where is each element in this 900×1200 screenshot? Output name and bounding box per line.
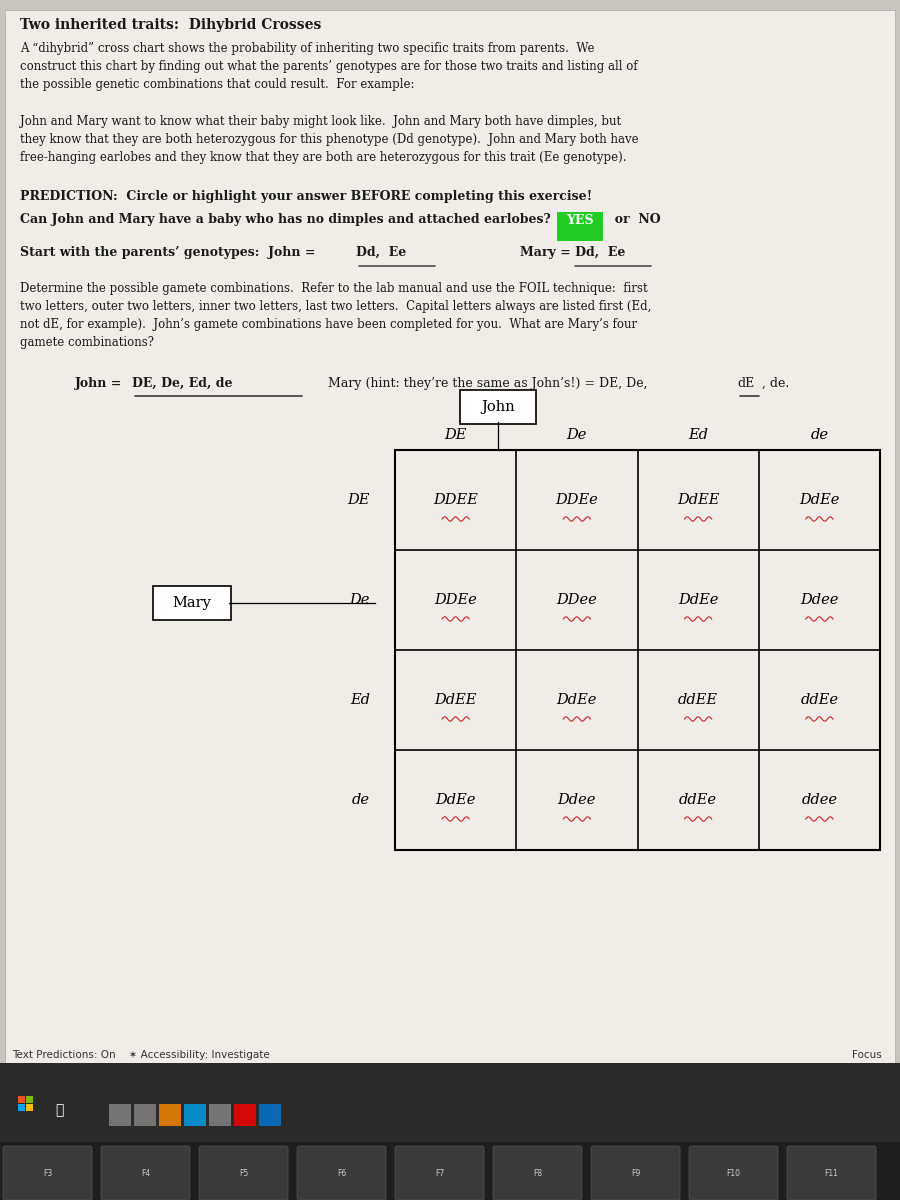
FancyBboxPatch shape: [26, 1104, 33, 1111]
Text: Dd,  Ee: Dd, Ee: [356, 246, 406, 259]
Text: DdEE: DdEE: [677, 493, 719, 506]
Text: F4: F4: [141, 1169, 150, 1177]
Text: YES: YES: [566, 214, 594, 227]
Text: Ed: Ed: [350, 692, 370, 707]
FancyBboxPatch shape: [259, 1104, 281, 1126]
Text: ddee: ddee: [801, 793, 837, 806]
Text: Can John and Mary have a baby who has no dimples and attached earlobes?: Can John and Mary have a baby who has no…: [20, 214, 560, 226]
Text: John =: John =: [75, 377, 122, 390]
FancyBboxPatch shape: [26, 1096, 33, 1103]
Text: DDee: DDee: [556, 593, 598, 607]
FancyBboxPatch shape: [109, 1104, 131, 1126]
FancyBboxPatch shape: [234, 1104, 256, 1126]
FancyBboxPatch shape: [101, 1146, 190, 1200]
FancyBboxPatch shape: [3, 1146, 92, 1200]
Text: F8: F8: [533, 1169, 542, 1177]
Text: F9: F9: [631, 1169, 640, 1177]
Text: F10: F10: [726, 1169, 741, 1177]
Text: DE: DE: [445, 428, 467, 442]
Text: PREDICTION:  Circle or highlight your answer BEFORE completing this exercise!: PREDICTION: Circle or highlight your ans…: [20, 190, 592, 203]
Text: DDEE: DDEE: [433, 493, 478, 506]
Text: Text Predictions: On    ✶ Accessibility: Investigate: Text Predictions: On ✶ Accessibility: In…: [12, 1050, 270, 1060]
Text: ddEe: ddEe: [680, 793, 717, 806]
Text: John: John: [482, 400, 515, 414]
Text: A “dihybrid” cross chart shows the probability of inheriting two specific traits: A “dihybrid” cross chart shows the proba…: [20, 42, 637, 91]
Text: Mary: Mary: [173, 596, 212, 610]
Text: , de.: , de.: [762, 377, 789, 390]
Text: F3: F3: [43, 1169, 52, 1177]
Text: Determine the possible gamete combinations.  Refer to the lab manual and use the: Determine the possible gamete combinatio…: [20, 282, 652, 349]
FancyBboxPatch shape: [5, 10, 895, 1066]
Text: DdEe: DdEe: [436, 793, 476, 806]
FancyBboxPatch shape: [153, 586, 231, 620]
FancyBboxPatch shape: [591, 1146, 680, 1200]
FancyBboxPatch shape: [0, 1142, 900, 1200]
Text: F6: F6: [337, 1169, 347, 1177]
FancyBboxPatch shape: [493, 1146, 582, 1200]
Text: Ddee: Ddee: [558, 793, 596, 806]
Text: Mary (hint: they’re the same as John’s!) = DE, De,: Mary (hint: they’re the same as John’s!)…: [328, 377, 652, 390]
Text: F11: F11: [824, 1169, 839, 1177]
Text: dE: dE: [737, 377, 754, 390]
Text: DE, De, Ed, de: DE, De, Ed, de: [132, 377, 232, 390]
Text: John and Mary want to know what their baby might look like.  John and Mary both : John and Mary want to know what their ba…: [20, 115, 639, 164]
Text: ddEe: ddEe: [800, 692, 839, 707]
Text: De: De: [567, 428, 587, 442]
FancyBboxPatch shape: [395, 1146, 484, 1200]
Text: DDEe: DDEe: [555, 493, 598, 506]
FancyBboxPatch shape: [184, 1104, 206, 1126]
Text: F7: F7: [435, 1169, 444, 1177]
Text: DdEe: DdEe: [799, 493, 840, 506]
Text: Mary = Dd,  Ee: Mary = Dd, Ee: [520, 246, 625, 259]
Text: Start with the parents’ genotypes:  John =: Start with the parents’ genotypes: John …: [20, 246, 320, 259]
Text: or  NO: or NO: [606, 214, 661, 226]
Text: ⌕: ⌕: [55, 1103, 63, 1117]
Text: DdEe: DdEe: [557, 692, 597, 707]
Text: DdEE: DdEE: [435, 692, 477, 707]
Text: De: De: [349, 593, 370, 607]
Text: Ddee: Ddee: [800, 593, 839, 607]
Text: DdEe: DdEe: [678, 593, 718, 607]
FancyBboxPatch shape: [18, 1104, 25, 1111]
FancyBboxPatch shape: [159, 1104, 181, 1126]
Text: Two inherited traits:  Dihybrid Crosses: Two inherited traits: Dihybrid Crosses: [20, 18, 321, 32]
Text: F5: F5: [238, 1169, 248, 1177]
Text: de: de: [352, 793, 370, 806]
FancyBboxPatch shape: [199, 1146, 288, 1200]
FancyBboxPatch shape: [460, 390, 536, 424]
FancyBboxPatch shape: [209, 1104, 231, 1126]
Text: Ed: Ed: [688, 428, 708, 442]
Text: de: de: [810, 428, 828, 442]
FancyBboxPatch shape: [0, 1063, 900, 1145]
Text: ddEE: ddEE: [678, 692, 718, 707]
Text: DE: DE: [347, 493, 370, 506]
FancyBboxPatch shape: [134, 1104, 156, 1126]
Text: DDEe: DDEe: [435, 593, 477, 607]
FancyBboxPatch shape: [18, 1096, 25, 1103]
FancyBboxPatch shape: [787, 1146, 876, 1200]
FancyBboxPatch shape: [297, 1146, 386, 1200]
FancyBboxPatch shape: [689, 1146, 778, 1200]
Text: Focus: Focus: [852, 1050, 882, 1060]
FancyBboxPatch shape: [557, 211, 603, 240]
